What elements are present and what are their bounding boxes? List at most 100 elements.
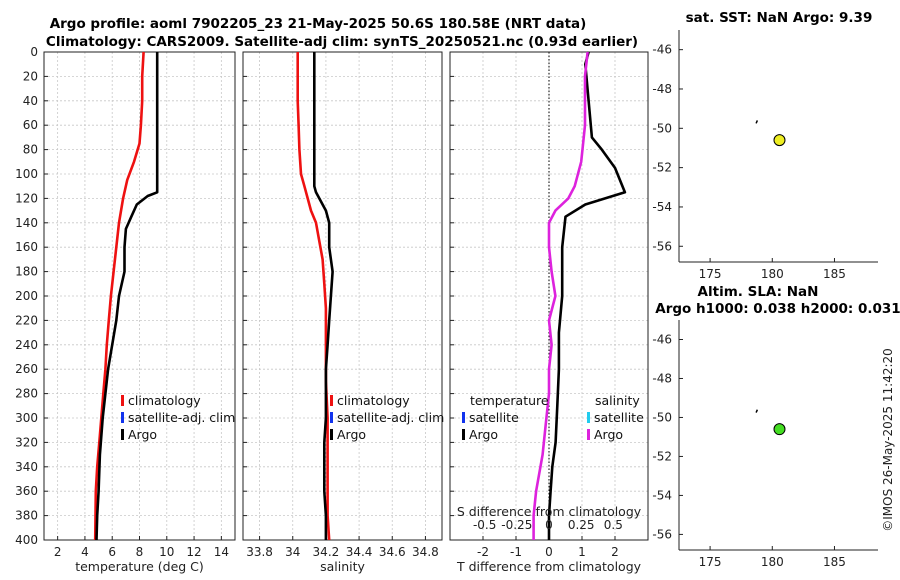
map-x-tick-label: 175 (699, 267, 722, 281)
legend-climatology-label: climatology (337, 393, 410, 408)
legend-climatology-label: climatology (128, 393, 201, 408)
legend-argo-swatch (121, 429, 124, 440)
y-tick-label: 240 (15, 338, 38, 352)
x-tick-label: 12 (186, 545, 201, 559)
map-y-tick-label: -46 (652, 332, 672, 346)
y-tick-label: 280 (15, 387, 38, 401)
legend-t-satellite-label: satellite (469, 410, 519, 425)
x-tick-label: 1 (578, 545, 586, 559)
y-tick-label: 180 (15, 265, 38, 279)
salinity-panel: 33.8 34 34.2 34.4 34.6 34.8 salinity climatolog… (242, 51, 444, 574)
y-tick-label: 260 (15, 362, 38, 376)
x-axis-label: salinity (320, 559, 365, 574)
x-tick-label: 34.8 (412, 545, 439, 559)
map-y-tick-label: -54 (652, 488, 672, 502)
x-tick-label: -2 (477, 545, 489, 559)
series-line-climatology (296, 52, 331, 541)
x-tick-label: 34.2 (313, 545, 340, 559)
sla-map-title-line1: Altim. SLA: NaN (698, 284, 819, 300)
y-tick-label: 80 (23, 143, 38, 157)
imos-timestamp: ©IMOS 26-May-2025 11:42:20 (881, 348, 895, 532)
y-tick-label: 160 (15, 240, 38, 254)
legend-s-argo-label: Argo (594, 427, 623, 442)
y-tick-label: 60 (23, 118, 38, 132)
x-tick-label: 0 (545, 545, 553, 559)
temperature-panel: 2 4 6 8 10 12 14020406080100120140160180200220… (15, 45, 236, 574)
x-tick-label: 33.8 (246, 545, 273, 559)
legend-t-satellite-swatch (462, 412, 465, 423)
s-tick-label: -0.5 (473, 518, 496, 532)
argo-position-marker (773, 134, 786, 147)
map-x-tick-label: 175 (699, 555, 722, 569)
x-tick-label: 2 (54, 545, 62, 559)
legend-s-satellite-swatch (587, 412, 590, 423)
legend-climatology-swatch (121, 395, 124, 406)
legend-satellite-adj-swatch (330, 412, 333, 423)
s-tick-label: 0.25 (568, 518, 595, 532)
y-tick-label: 340 (15, 460, 38, 474)
x-tick-label: 4 (81, 545, 89, 559)
map-y-tick-label: -52 (652, 161, 672, 175)
map-y-tick-label: -56 (652, 527, 672, 541)
map-x-tick-label: 180 (761, 555, 784, 569)
map-y-tick-label: -50 (652, 121, 672, 135)
x-tick-label: 8 (136, 545, 144, 559)
map-y-tick-label: -50 (652, 410, 672, 424)
map-y-tick-label: -48 (652, 82, 672, 96)
map-x-tick-label: 180 (761, 267, 784, 281)
x-tick-label: 2 (611, 545, 619, 559)
x-tick-label: 14 (214, 545, 229, 559)
legend-s-argo-swatch (587, 429, 590, 440)
y-tick-label: 100 (15, 167, 38, 181)
series-line-s-difference-argo- (532, 51, 589, 540)
y-tick-label: 0 (30, 45, 38, 59)
x-axis-label: T difference from climatology (456, 559, 642, 574)
y-tick-label: 20 (23, 69, 38, 83)
legend-satellite-adj-label: satellite-adj. clim (128, 410, 235, 425)
legend-argo-label: Argo (337, 427, 366, 442)
map-y-tick-label: -54 (652, 200, 672, 214)
y-tick-label: 400 (15, 533, 38, 547)
x-tick-label: 6 (108, 545, 116, 559)
legend-s-satellite-label: satellite (594, 410, 644, 425)
y-tick-label: 40 (23, 94, 38, 108)
legend-argo-swatch (330, 429, 333, 440)
y-tick-label: 360 (15, 484, 38, 498)
y-tick-label: 220 (15, 313, 38, 327)
legend-climatology-swatch (330, 395, 333, 406)
y-tick-label: 120 (15, 191, 38, 205)
map-x-tick-label: 185 (823, 267, 846, 281)
y-tick-label: 140 (15, 216, 38, 230)
figure-title-line2: Climatology: CARS2009. Satellite-adj cli… (46, 34, 638, 50)
map-y-tick-label: -46 (652, 43, 672, 57)
sst-map-panel: -46 -48 -50 -52 -54 -56 175 180 185 (652, 30, 878, 281)
sla-map-title-line2: Argo h1000: 0.038 h2000: 0.031 (655, 301, 900, 317)
legend-temperature-title: temperature (470, 393, 549, 408)
map-y-tick-label: -52 (652, 449, 672, 463)
x-tick-label: 34.4 (346, 545, 373, 559)
legend-t-argo-swatch (462, 429, 465, 440)
legend-t-argo-label: Argo (469, 427, 498, 442)
y-tick-label: 380 (15, 509, 38, 523)
land-fragment (755, 409, 759, 413)
y-tick-label: 300 (15, 411, 38, 425)
figure-title-line1: Argo profile: aoml 7902205_23 21-May-202… (50, 16, 587, 32)
series-line-argo (313, 52, 334, 540)
map-y-tick-label: -56 (652, 239, 672, 253)
map-x-tick-label: 185 (823, 555, 846, 569)
series-line-argo (95, 52, 159, 541)
argo-position-marker (773, 423, 786, 436)
sst-map-title: sat. SST: NaN Argo: 9.39 (686, 10, 873, 26)
s-axis-label: S difference from climatology (457, 504, 642, 519)
y-tick-label: 320 (15, 435, 38, 449)
x-tick-label: 34 (285, 545, 300, 559)
series-line-t-difference-argo- (547, 51, 627, 540)
x-tick-label: 10 (159, 545, 174, 559)
y-tick-label: 200 (15, 289, 38, 303)
legend-satellite-adj-label: satellite-adj. clim (337, 410, 444, 425)
x-tick-label: -1 (510, 545, 522, 559)
land-fragment (755, 120, 759, 124)
map-y-tick-label: -48 (652, 371, 672, 385)
s-tick-label: -0.25 (501, 518, 532, 532)
